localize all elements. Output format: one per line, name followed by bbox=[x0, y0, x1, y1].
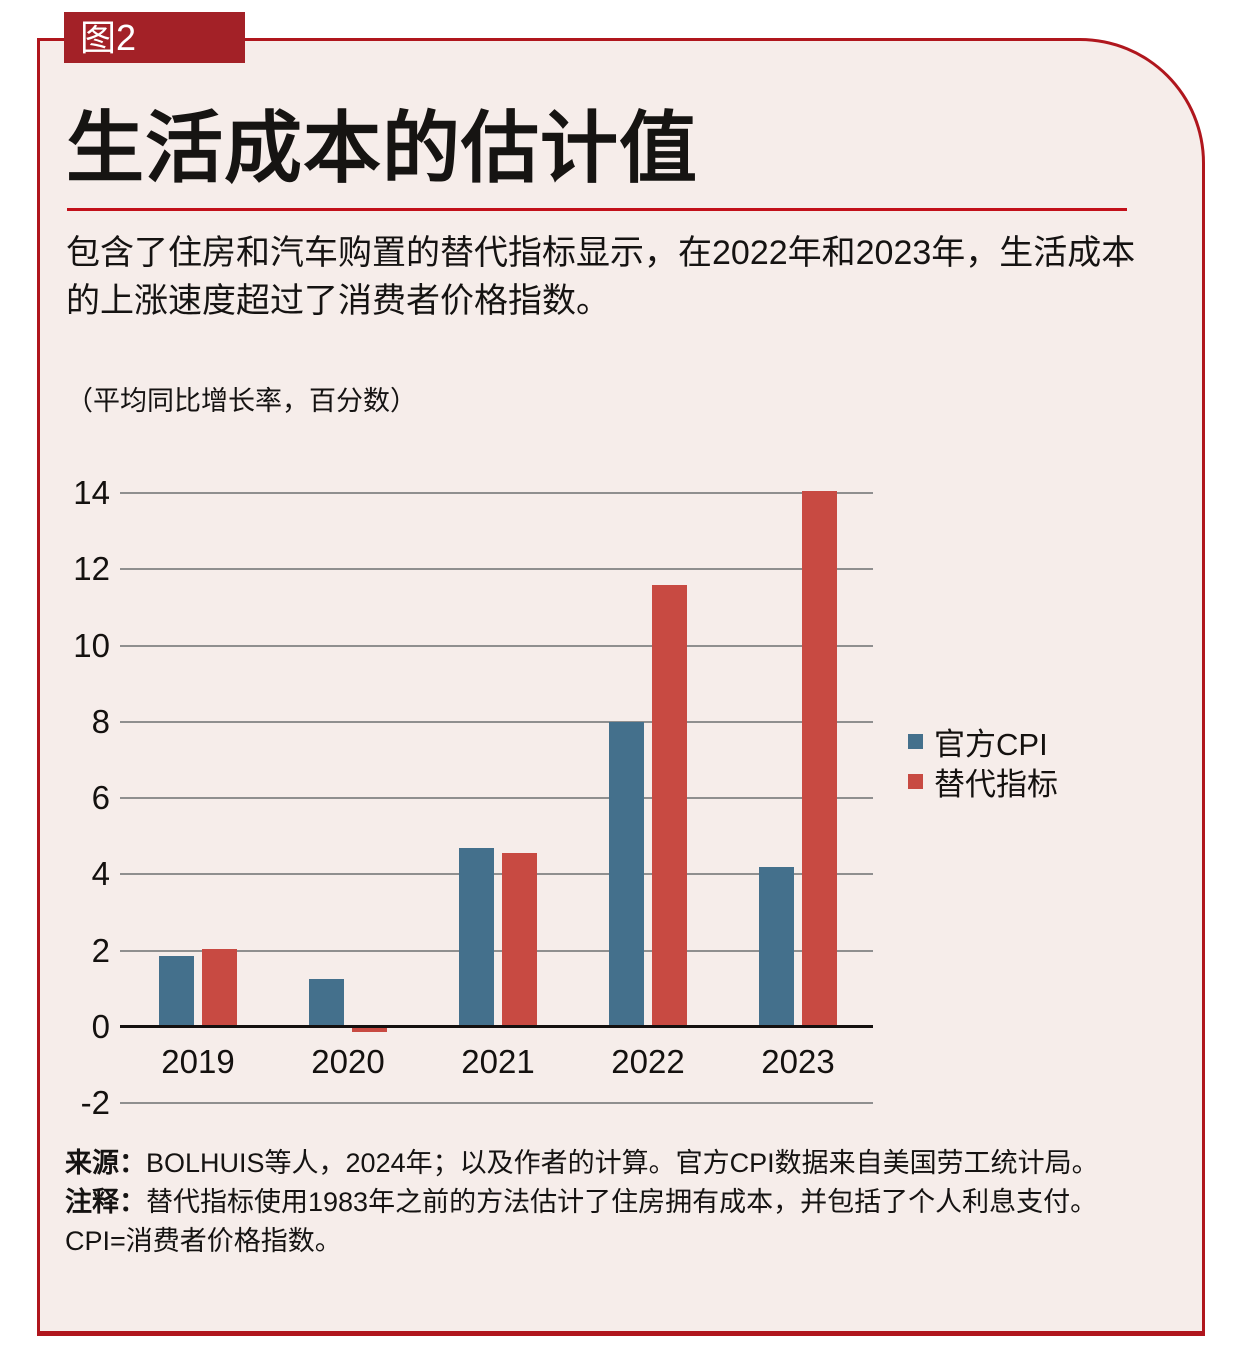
bar-alternative-measure bbox=[202, 948, 237, 1027]
bar-alternative-measure bbox=[802, 491, 837, 1027]
gridline bbox=[120, 797, 873, 799]
y-tick-label: 2 bbox=[91, 931, 110, 969]
y-tick-label: 14 bbox=[73, 474, 110, 511]
figure-notes: 来源：BOLHUIS等人，2024年；以及作者的计算。官方CPI数据来自美国劳工… bbox=[65, 1144, 1177, 1261]
note-text: 替代指标使用1983年之前的方法估计了住房拥有成本，并包括了个人利息支付。 bbox=[146, 1187, 1098, 1217]
source-label: 来源： bbox=[65, 1148, 146, 1178]
y-tick-label: 6 bbox=[91, 779, 110, 816]
figure-number-label: 图2 bbox=[80, 17, 137, 58]
x-tick-label: 2021 bbox=[461, 1043, 535, 1080]
figure-title: 生活成本的估计值 bbox=[66, 104, 699, 192]
title-divider bbox=[67, 208, 1127, 211]
bar-official-cpi bbox=[159, 956, 194, 1027]
x-tick-label: 2020 bbox=[311, 1043, 385, 1080]
abbreviation-line: CPI=消费者价格指数。 bbox=[65, 1222, 1177, 1261]
legend-label: 替代指标 bbox=[934, 766, 1058, 802]
bar-alternative-measure bbox=[502, 853, 537, 1027]
x-tick-label: 2023 bbox=[761, 1043, 835, 1080]
bar-official-cpi bbox=[759, 866, 794, 1027]
bar-alternative-measure bbox=[652, 584, 687, 1027]
y-tick-label: 10 bbox=[73, 626, 110, 664]
gridline bbox=[120, 1102, 873, 1104]
y-tick-label: -2 bbox=[80, 1084, 110, 1121]
legend-swatch bbox=[908, 733, 923, 749]
gridline bbox=[120, 492, 873, 494]
figure-number-badge: 图2 bbox=[64, 12, 245, 63]
bar-official-cpi bbox=[459, 847, 494, 1027]
bar-official-cpi bbox=[309, 979, 344, 1027]
gridline bbox=[120, 720, 873, 723]
y-tick-label: 8 bbox=[91, 702, 110, 740]
legend-swatch bbox=[908, 773, 923, 789]
y-tick-label: 12 bbox=[73, 550, 110, 588]
legend-item: 官方CPI bbox=[908, 721, 1058, 762]
gridline bbox=[120, 873, 873, 876]
legend-label: 官方CPI bbox=[934, 726, 1048, 762]
x-axis-line bbox=[120, 1025, 873, 1029]
legend-item: 替代指标 bbox=[908, 761, 1058, 802]
x-tick-label: 2019 bbox=[161, 1043, 235, 1080]
y-tick-label: 4 bbox=[91, 855, 110, 893]
figure-frame bbox=[37, 38, 1205, 1336]
bar-official-cpi bbox=[609, 721, 644, 1027]
bar-alternative-measure bbox=[352, 1026, 387, 1033]
abbreviation-text: CPI=消费者价格指数。 bbox=[65, 1226, 342, 1256]
chart-legend: 官方CPI 替代指标 bbox=[908, 721, 1058, 802]
note-label: 注释： bbox=[65, 1187, 146, 1217]
source-text: BOLHUIS等人，2024年；以及作者的计算。官方CPI数据来自美国劳工统计局… bbox=[146, 1148, 1099, 1178]
x-tick-label: 2022 bbox=[611, 1043, 685, 1080]
gridline bbox=[120, 644, 873, 647]
gridline bbox=[120, 949, 873, 952]
note-line: 注释：替代指标使用1983年之前的方法估计了住房拥有成本，并包括了个人利息支付。 bbox=[65, 1183, 1177, 1222]
y-tick-label: 0 bbox=[91, 1007, 110, 1045]
figure-description: 包含了住房和汽车购置的替代指标显示，在2022年和2023年，生活成本的上涨速度… bbox=[66, 234, 1136, 320]
gridline bbox=[120, 568, 873, 571]
source-line: 来源：BOLHUIS等人，2024年；以及作者的计算。官方CPI数据来自美国劳工… bbox=[65, 1144, 1177, 1183]
axis-unit-label: （平均同比增长率，百分数） bbox=[66, 386, 417, 416]
